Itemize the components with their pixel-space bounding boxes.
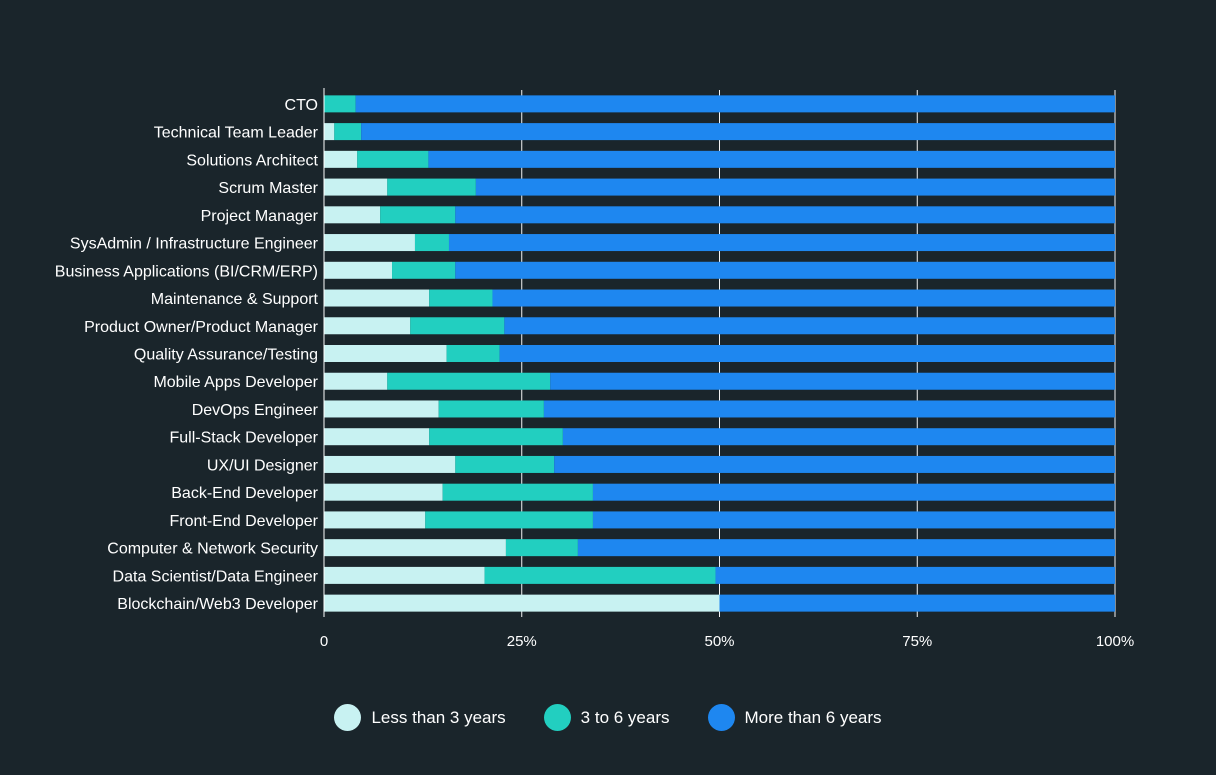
bar-3-18	[715, 566, 1115, 584]
category-label-5: Project Manager	[201, 208, 319, 225]
legend-swatch-3	[707, 704, 735, 731]
bar-3-13	[562, 428, 1115, 446]
bar-1-13	[324, 428, 430, 446]
x-tick-label-1: 0	[320, 633, 328, 650]
bar-2-14	[455, 455, 555, 473]
bar-1-19	[324, 594, 720, 612]
bar-1-2	[324, 123, 335, 141]
bar-1-7	[324, 261, 393, 279]
bar-3-16	[592, 511, 1115, 529]
category-label-11: Mobile Apps Developer	[153, 374, 318, 391]
category-label-13: Full-Stack Developer	[170, 430, 319, 447]
legend-label-1: Less than 3 years	[371, 707, 506, 727]
bar-3-17	[577, 539, 1115, 557]
bar-3-3	[428, 150, 1115, 168]
x-tick-label-4: 75%	[902, 633, 932, 650]
bar-1-11	[324, 372, 388, 390]
bar-1-16	[324, 511, 426, 529]
legend-swatch-1	[334, 704, 362, 731]
bar-3-11	[550, 372, 1115, 390]
x-tick-label-3: 50%	[704, 633, 734, 650]
bar-2-9	[410, 317, 505, 335]
bar-3-15	[592, 483, 1115, 501]
bar-3-1	[355, 95, 1115, 113]
bar-3-4	[475, 178, 1115, 196]
category-label-12: DevOps Engineer	[192, 402, 319, 419]
x-tick-label-2: 25%	[507, 633, 537, 650]
category-label-18: Data Scientist/Data Engineer	[113, 568, 319, 585]
legend-label-2: 3 to 6 years	[580, 707, 670, 727]
category-label-9: Product Owner/Product Manager	[84, 319, 319, 336]
bar-1-15	[324, 483, 443, 501]
bar-2-3	[357, 150, 429, 168]
bar-3-19	[719, 594, 1115, 612]
bar-2-5	[380, 206, 456, 224]
bar-1-4	[324, 178, 388, 196]
category-label-4: Scrum Master	[218, 180, 318, 197]
bar-3-5	[455, 206, 1115, 224]
legend-swatch-2	[543, 704, 571, 731]
category-label-19: Blockchain/Web3 Developer	[117, 596, 318, 613]
bar-2-13	[429, 428, 563, 446]
legend-item-2[interactable]: 3 to 6 years	[543, 704, 670, 731]
bar-1-8	[324, 289, 430, 307]
category-label-17: Computer & Network Security	[107, 541, 318, 558]
bar-3-8	[492, 289, 1115, 307]
category-label-3: Solutions Architect	[186, 152, 318, 169]
bar-3-6	[448, 234, 1115, 252]
bar-1-10	[324, 345, 447, 362]
bar-3-7	[455, 261, 1115, 279]
category-label-1: CTO	[285, 97, 318, 114]
bar-2-16	[425, 511, 593, 529]
bar-3-14	[554, 455, 1115, 473]
category-label-10: Quality Assurance/Testing	[134, 347, 318, 364]
legend-label-3: More than 6 years	[744, 707, 882, 727]
bar-2-18	[484, 566, 716, 584]
legend-item-3[interactable]: More than 6 years	[707, 704, 882, 731]
bar-2-10	[446, 345, 500, 362]
bar-1-17	[324, 539, 506, 557]
category-label-14: UX/UI Designer	[207, 457, 319, 474]
bar-3-12	[543, 400, 1115, 418]
category-label-15: Back-End Developer	[171, 485, 318, 502]
bar-1-5	[324, 206, 381, 224]
legend: Less than 3 years 3 to 6 years More than 6…	[0, 704, 1216, 731]
x-tick-label-5: 100%	[1096, 633, 1134, 650]
bar-1-6	[324, 234, 415, 252]
bar-2-17	[505, 539, 578, 557]
bar-3-2	[361, 123, 1115, 141]
bar-2-1	[324, 95, 356, 113]
bar-2-2	[334, 123, 362, 141]
bar-1-3	[324, 150, 358, 168]
bar-3-9	[504, 317, 1115, 335]
category-label-6: SysAdmin / Infrastructure Engineer	[70, 236, 319, 253]
category-label-16: Front-End Developer	[169, 513, 318, 530]
chart-plot: CTO Technical Team Leader Solutions Archit…	[55, 88, 1134, 650]
category-label-7: Business Applications (BI/CRM/ERP)	[55, 263, 318, 280]
bar-1-9	[324, 317, 411, 335]
bar-2-4	[387, 178, 476, 196]
bar-2-15	[442, 483, 593, 501]
legend-item-1[interactable]: Less than 3 years	[334, 704, 506, 731]
bar-2-12	[438, 400, 544, 418]
bar-2-6	[414, 234, 449, 252]
bar-1-12	[324, 400, 439, 418]
bar-2-11	[387, 372, 551, 390]
category-label-8: Maintenance & Support	[151, 291, 319, 308]
bar-1-18	[324, 566, 485, 584]
bar-2-8	[429, 289, 493, 307]
bar-2-7	[392, 261, 456, 279]
bar-3-10	[499, 345, 1115, 362]
bar-1-14	[324, 455, 456, 473]
category-label-2: Technical Team Leader	[154, 125, 319, 142]
